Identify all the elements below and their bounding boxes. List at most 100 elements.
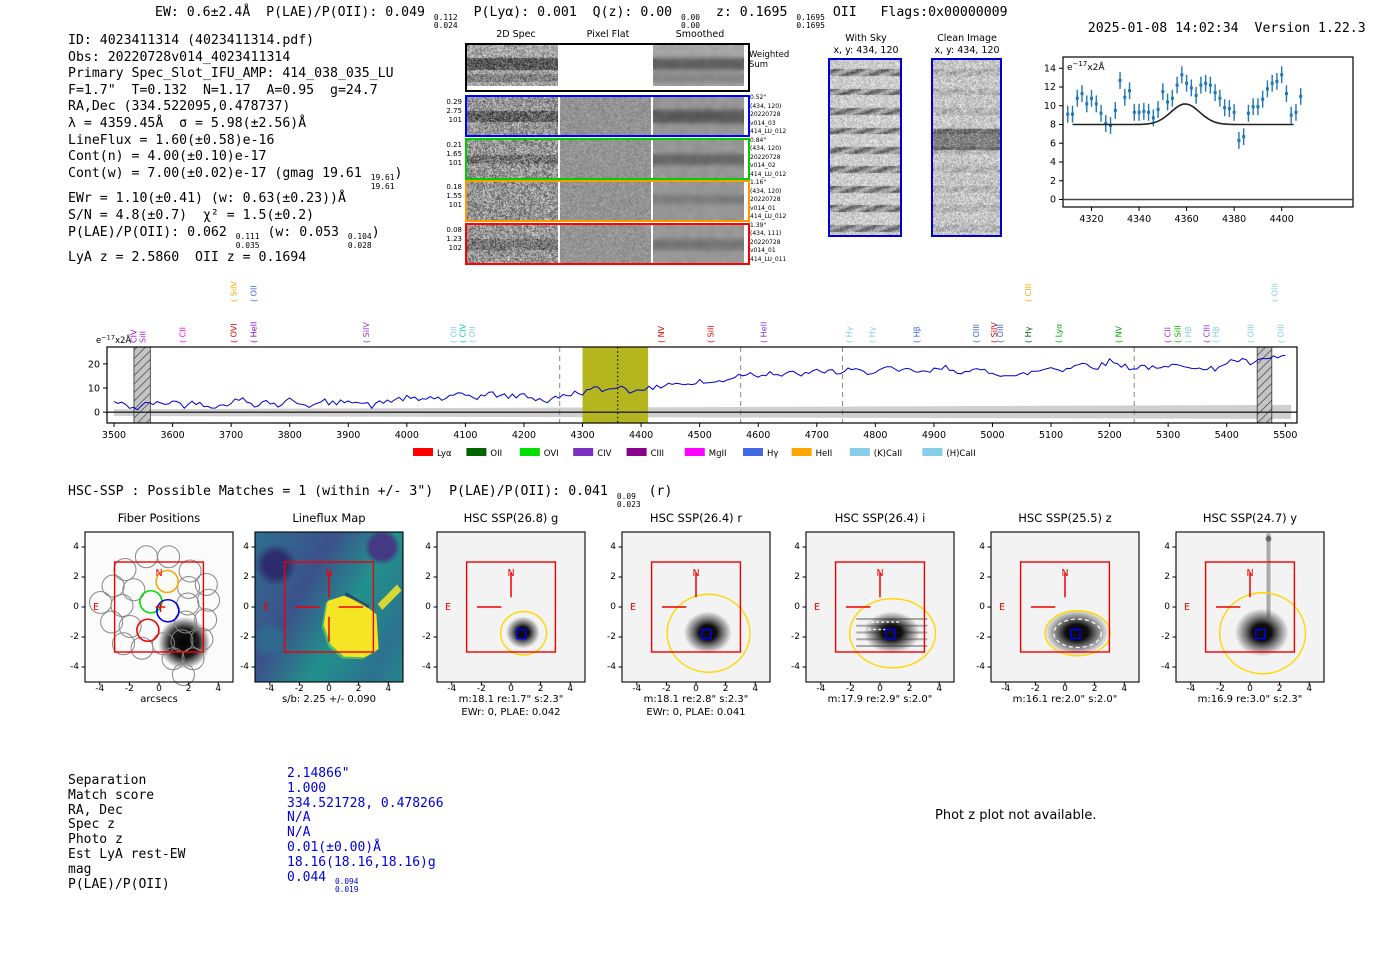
match-table-value: N/A (287, 810, 311, 826)
row-right-meta: 1.16" (434, 120) 20220728 v014_01 414_LU_012 (750, 179, 810, 222)
panel-y-tick-label: 0 (610, 602, 616, 612)
panel-x-tick-label: -4 (265, 684, 275, 694)
y-tick-label: 4 (1050, 157, 1056, 168)
x-tick-label: 4600 (746, 430, 770, 441)
detection-info-block: ID: 4023411314 (4023411314.pdf) Obs: 2022… (68, 33, 402, 267)
emission-line-marker: ( Hγ (868, 326, 877, 343)
photz-note: Phot z plot not available. (935, 808, 1097, 823)
full-spectrum-plot: 0 10 20 3500 3600 3700 3800 3900 4000 4100 4200 430… (0, 260, 1400, 470)
info-line-12: LyA z = 2.5860 OII z = 0.1694 (68, 250, 307, 266)
emission-line-marker: ( SiII (1173, 325, 1182, 343)
x-tick-label: 4000 (395, 430, 419, 441)
stacked-uncertainty: 0.09 0.023 (616, 491, 641, 510)
fiber-circle (194, 573, 218, 596)
catalog-match-box (1255, 628, 1266, 640)
row-right-meta-line: 20220728 (750, 111, 781, 119)
x-tick-label: 5000 (980, 430, 1004, 441)
source-blob (158, 617, 211, 669)
east-label: E (263, 602, 269, 613)
x-tick-label: 5200 (1098, 430, 1122, 441)
row-left-stat: 1.55 (446, 192, 462, 200)
x-tick-label: 4360 (1175, 214, 1199, 225)
east-label: E (999, 602, 1005, 613)
panel-y-tick-label: -4 (1161, 662, 1170, 672)
row-right-meta-line: 0.84" (750, 136, 767, 144)
legend-label: CIV (597, 449, 611, 459)
panel-x-tick-label: -2 (1215, 684, 1225, 694)
legend-swatch (849, 448, 870, 456)
emission-line-marker: ( CIII (1203, 325, 1212, 343)
legend-label: MgII (709, 449, 727, 459)
match-table-label: P(LAE)/P(OII) (68, 876, 170, 892)
panel-x-tick-label: 0 (326, 684, 332, 694)
x-tick-label: 4100 (453, 430, 477, 441)
panel-title: HSC SSP(26.8) g (463, 511, 559, 525)
emission-line-marker: SiII (139, 331, 148, 343)
row-right-meta-line: v014_01 (750, 247, 776, 255)
x-tick-label: 5100 (1039, 430, 1063, 441)
panel-title: HSC SSP(25.5) z (1018, 511, 1112, 525)
panel-y-tick-label: -2 (791, 632, 800, 642)
catalog-match-box (701, 628, 712, 640)
emission-line-marker: ( HeII (249, 322, 258, 343)
red-circle (136, 618, 160, 643)
emission-line-marker: ( CIV (458, 323, 467, 343)
report-timestamp: 2025-01-08 14:02:34 (1087, 21, 1239, 36)
with-sky-image (830, 60, 900, 235)
north-label: N (1246, 568, 1253, 579)
row-pixel-flat-image (560, 182, 651, 220)
panel-y-tick-label: 2 (794, 572, 800, 582)
legend-label: Lyα (437, 449, 452, 459)
emission-line-marker: ( OIII (996, 324, 1005, 343)
aperture-ellipse (666, 593, 751, 673)
row-right-meta-line: (434, 120) (750, 187, 782, 195)
clean-image (933, 60, 1000, 235)
x-tick-label: 3700 (219, 430, 243, 441)
fiber-circle (197, 588, 221, 612)
panel-x-tick-label: -4 (632, 684, 642, 694)
row-right-meta-line: 20220728 (750, 238, 781, 246)
fiber-circle (174, 610, 198, 634)
emission-line-marker: CIV (129, 329, 138, 343)
match-table-value: 2.14866" (287, 766, 350, 781)
info-line-4: RA,Dec (334.522095,0.478737) (68, 99, 291, 115)
panel-caption: m:18.1 re:1.7" s:2.3" (458, 694, 564, 705)
panel-x-tick-label: -4 (816, 684, 826, 694)
panel-frame (805, 531, 955, 683)
row-right-meta-line: (434, 111) (750, 230, 782, 238)
x-tick-label: 5300 (1156, 430, 1180, 441)
panel-caption: s/b: 2.25 +/- 0.090 (281, 694, 377, 705)
row-left-stat: 2.75 (446, 107, 462, 115)
fiber-circle (110, 594, 134, 617)
legend-swatch (519, 448, 540, 456)
row-2d-spec-image (467, 182, 558, 220)
y-tick-label: 2 (1050, 176, 1056, 187)
legend-label: (K)CaII (874, 449, 902, 459)
with-sky-title: With Sky (845, 33, 887, 44)
panel-x-tick-label: 2 (906, 684, 913, 694)
emission-line-marker: ( SiII (707, 325, 716, 343)
panel-x-tick-label: 2 (722, 684, 729, 694)
panel-x-tick-label: -4 (1001, 684, 1011, 694)
panel-caption: m:16.1 re:2.0" s:2.0" (1012, 694, 1118, 705)
panel-y-tick-label: 4 (1164, 542, 1170, 552)
clean-image-coords: x, y: 434, 120 (934, 45, 1000, 56)
panel-x-tick-label: 4 (567, 684, 574, 694)
panel-y-tick-label: 2 (610, 572, 616, 582)
panel-caption: m:16.9 re:3.0" s:2.3" (1197, 694, 1303, 705)
panel-x-tick-label: 4 (1306, 684, 1313, 694)
panel-x-tick-label: 0 (156, 684, 162, 694)
legend-swatch (626, 448, 647, 456)
emission-line-marker: ( Lyα (1055, 324, 1064, 343)
aperture-ellipse (848, 598, 937, 669)
panel-y-tick-label: 0 (979, 602, 985, 612)
panel-caption-2: EWr: 0, PLAE: 0.041 (646, 707, 746, 718)
x-tick-label: 3500 (102, 430, 126, 441)
panel-frame (990, 531, 1140, 683)
panel-y-tick-label: -2 (240, 632, 249, 642)
legend-swatch (743, 448, 763, 456)
x-tick-label: 5400 (1215, 430, 1239, 441)
match-table-value: 18.16(18.16,18.16)g (287, 854, 436, 870)
row-2d-spec-image (467, 97, 558, 135)
